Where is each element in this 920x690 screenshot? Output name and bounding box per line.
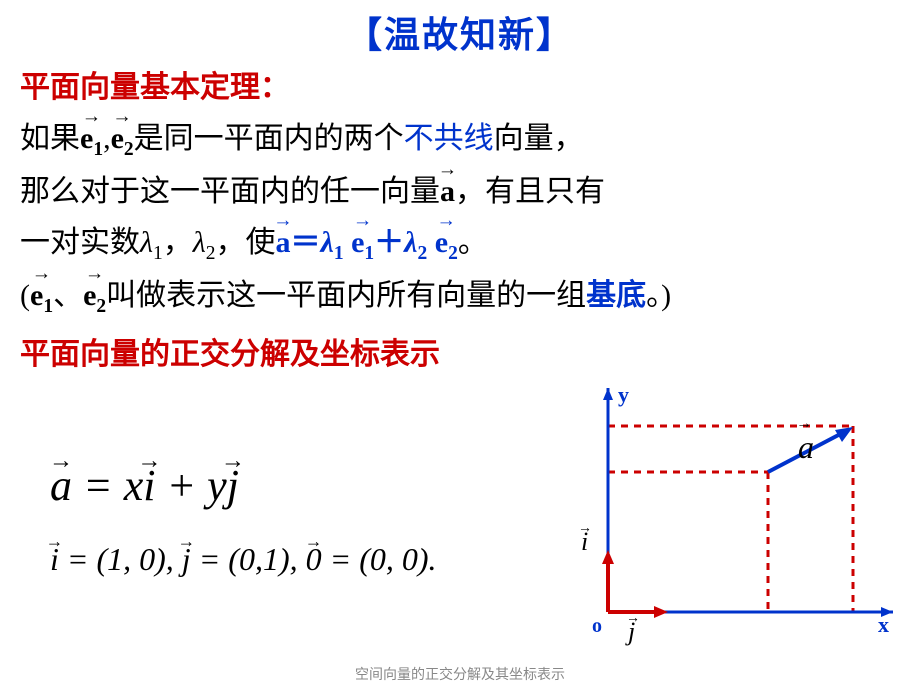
y-axis-label: y [618,382,629,407]
theorem-line-4: (e1、e2叫做表示这一平面内所有向量的一组基底。) [20,270,900,323]
theorem-heading: 平面向量基本定理： [20,62,900,113]
theorem-line-1: 如果e1,e2是同一平面内的两个不共线向量， [20,113,900,166]
svg-text:→: → [578,521,592,536]
section-subtitle: 平面向量的正交分解及坐标表示 [0,329,920,373]
origin-label: o [592,615,602,637]
main-formula: a = xi + yj [50,460,437,511]
text-fragment: 向量， [494,122,584,155]
formula-block: a = xi + yj i = (1, 0), j = (0,1), 0 = (… [50,460,437,578]
page-title: 【温故知新】 [0,0,920,58]
content-body: 平面向量基本定理： 如果e1,e2是同一平面内的两个不共线向量， 那么对于这一平… [0,58,920,323]
theorem-line-2: 那么对于这一平面内的任一向量a，有且只有 [20,166,900,217]
coordinate-graph: y x o i → j → a → [568,380,898,650]
text-fragment: 。 [458,226,488,259]
text-fragment: 叫做表示这一平面内所有向量的一组 [106,279,586,312]
theorem-line-3: 一对实数λ1，λ2，使a＝λ1 e1＋λ2 e2。 [20,217,900,270]
unit-vector-formula: i = (1, 0), j = (0,1), 0 = (0, 0). [50,541,437,578]
highlight-basis: 基底 [586,279,646,312]
text-fragment: 是同一平面内的两个 [134,122,404,155]
a-vector-label: a [798,429,814,465]
text-fragment: ，使 [216,226,276,259]
highlight-noncollinear: 不共线 [404,122,494,155]
text-fragment: ，有且只有 [455,175,605,208]
svg-text:→: → [626,611,640,626]
text-fragment: 如果 [20,122,80,155]
text-fragment: 。) [646,279,671,312]
svg-text:→: → [796,415,812,432]
text-fragment: ( [20,279,30,312]
text-fragment: 那么对于这一平面内的任一向量 [20,175,440,208]
text-fragment: 一对实数 [20,226,140,259]
x-axis-label: x [878,612,889,637]
footer-text: 空间向量的正交分解及其坐标表示 [0,664,920,684]
